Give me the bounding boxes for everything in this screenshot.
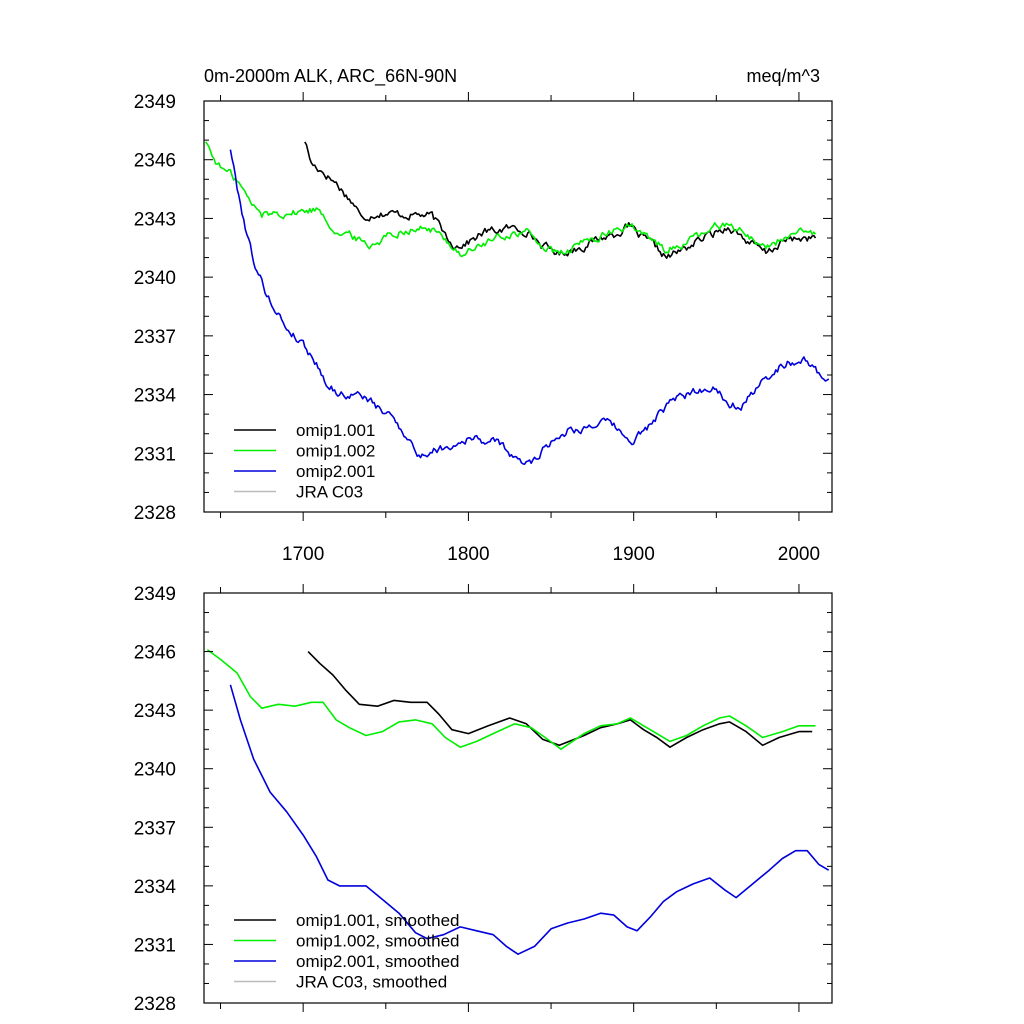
x-tick-label: 2000 xyxy=(778,544,820,565)
x-tick-label: 1700 xyxy=(282,544,324,565)
chart-title: 0m-2000m ALK, ARC_66N-90N xyxy=(204,66,457,87)
top-chart-panel: 2328 2331 2334 2337 2340 2343 2346 2349 1700 1800… xyxy=(134,92,833,565)
bottom-chart-panel: 2328 2331 2334 2337 2340 2343 2346 2349 omip1.00… xyxy=(134,584,833,1015)
y-tick-label: 2337 xyxy=(134,818,176,839)
series-line-2 xyxy=(206,648,816,750)
y-tick-label: 2328 xyxy=(134,994,176,1015)
x-tick-label: 1800 xyxy=(447,544,489,565)
y-tick-label: 2331 xyxy=(134,444,176,465)
series-line-2 xyxy=(205,141,817,258)
y-tick-label: 2349 xyxy=(134,92,176,113)
y-tick-label: 2343 xyxy=(134,701,176,722)
legend-label: omip1.001 xyxy=(296,421,375,440)
plot-frame xyxy=(203,100,833,513)
y-tick-label: 2340 xyxy=(134,268,176,289)
units-label: meq/m^3 xyxy=(747,66,820,86)
y-tick-label: 2337 xyxy=(134,327,176,348)
legend-label: omip2.001 xyxy=(296,462,375,481)
x-tick-label: 1900 xyxy=(613,544,655,565)
legend-label: omip2.001, smoothed xyxy=(296,952,460,971)
legend-label: JRA C03 xyxy=(296,483,363,502)
series-line-1 xyxy=(307,651,813,748)
series-line-3 xyxy=(229,684,830,955)
y-tick-label: 2331 xyxy=(134,935,176,956)
series-line-3 xyxy=(229,149,830,465)
y-tick-label: 2346 xyxy=(134,151,176,172)
y-tick-label: 2334 xyxy=(134,386,177,407)
y-tick-label: 2346 xyxy=(134,643,176,664)
y-tick-label: 2343 xyxy=(134,209,176,230)
y-tick-label: 2334 xyxy=(134,877,177,898)
y-tick-label: 2349 xyxy=(134,584,176,605)
y-tick-label: 2328 xyxy=(134,503,176,524)
legend: omip1.001, smoothed omip1.002, smoothedom… xyxy=(234,911,460,992)
y-tick-label: 2340 xyxy=(134,760,176,781)
legend-label: JRA C03, smoothed xyxy=(296,973,447,992)
legend-label: omip1.002 xyxy=(296,442,375,461)
legend-label: omip1.002, smoothed xyxy=(296,932,460,951)
plot-frame xyxy=(203,592,833,1004)
legend-label: omip1.001, smoothed xyxy=(296,911,460,930)
